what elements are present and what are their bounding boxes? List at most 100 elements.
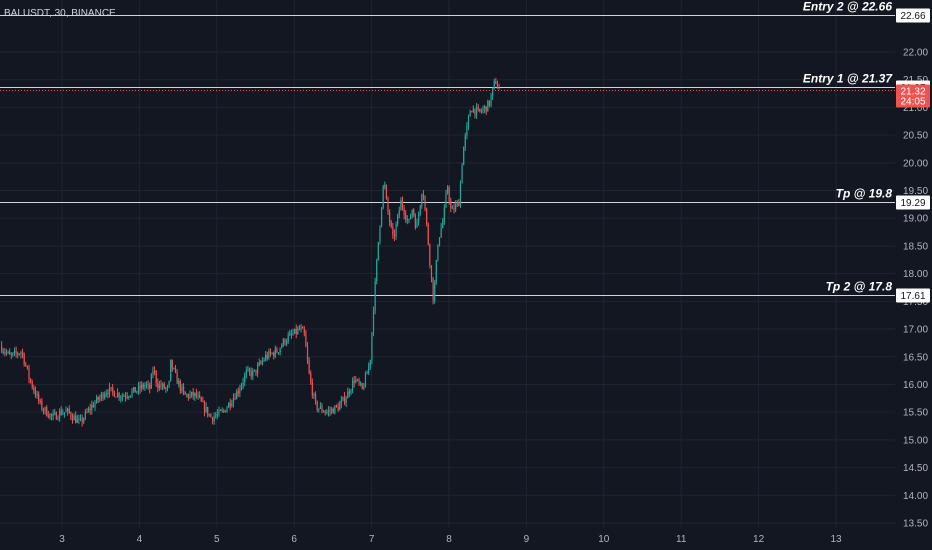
level-price-tag-text: 22.66: [900, 11, 925, 22]
candle-body: [182, 386, 185, 392]
candle-body: [281, 345, 283, 348]
time-tick-label: 13: [830, 534, 842, 545]
candle-body: [343, 397, 346, 403]
candle-body: [91, 404, 93, 410]
time-tick-label: 12: [753, 534, 765, 545]
candle-body: [440, 227, 442, 238]
candle-body: [73, 415, 75, 421]
candle-body: [112, 387, 114, 392]
candle-body: [372, 310, 375, 333]
candle-body: [107, 392, 109, 395]
candle-body: [498, 88, 500, 90]
candle-body: [58, 410, 61, 419]
candle-body: [488, 100, 491, 106]
candle-body: [464, 135, 466, 147]
candle-body: [68, 408, 70, 413]
candle-body: [28, 367, 30, 379]
candle-body: [450, 200, 452, 209]
candle-body: [324, 411, 326, 413]
candle-body: [62, 413, 64, 415]
candle-body: [134, 387, 136, 393]
candle-body: [139, 385, 141, 389]
candle-body: [181, 386, 183, 391]
candle-body: [244, 374, 246, 383]
candle-body: [7, 351, 9, 353]
candle-body: [438, 237, 441, 246]
candle-body: [479, 108, 481, 111]
candle-body: [186, 394, 188, 396]
candle-body: [190, 391, 193, 395]
time-tick-label: 3: [59, 534, 65, 545]
candle-body: [298, 328, 301, 330]
candle-body: [224, 410, 227, 412]
candle-body: [168, 381, 170, 387]
candle-body: [240, 384, 243, 390]
candle-body: [351, 380, 354, 391]
candle-body: [445, 193, 447, 208]
candle-body: [211, 417, 214, 422]
candle-body: [424, 196, 426, 210]
candle-body: [432, 277, 434, 301]
candle-body: [408, 219, 410, 221]
candle-body: [273, 352, 275, 357]
candle-body: [461, 165, 463, 183]
candle-body: [387, 198, 389, 213]
candle-body: [480, 110, 482, 112]
candle-body: [258, 362, 260, 366]
candle-body: [319, 406, 321, 409]
candle-body: [203, 401, 206, 412]
candle-body: [356, 379, 359, 381]
candle-body: [70, 412, 72, 418]
candle-body: [54, 412, 56, 414]
candle-body: [105, 392, 107, 395]
candle-body: [158, 384, 161, 389]
candle-body: [323, 411, 325, 413]
candle-body: [405, 214, 407, 220]
candle-body: [20, 352, 22, 354]
candle-body: [268, 351, 270, 359]
candle-body: [327, 410, 330, 412]
candle-body: [429, 244, 431, 266]
candle-body: [178, 380, 180, 384]
candle-body: [187, 394, 189, 398]
candle-body: [128, 396, 130, 398]
candle-body: [247, 369, 249, 371]
candle-body: [160, 384, 162, 387]
candle-body: [332, 408, 334, 414]
candle-body: [316, 401, 318, 410]
candle-body: [435, 260, 437, 284]
candle-body: [184, 391, 186, 395]
candle-body: [487, 100, 489, 112]
candle-body: [300, 327, 302, 330]
candle-body: [456, 201, 458, 205]
candle-body: [350, 390, 352, 394]
level-label: Tp @ 19.8: [836, 187, 893, 201]
candle-body: [150, 374, 152, 389]
candle-body: [215, 415, 217, 417]
candle-body: [482, 108, 484, 112]
candle-body: [274, 348, 276, 357]
candle-body: [129, 395, 132, 397]
candle-body: [255, 369, 257, 374]
candle-body: [192, 391, 194, 397]
candle-body: [360, 383, 362, 385]
candle-body: [100, 393, 103, 398]
candle-body: [285, 341, 288, 344]
time-tick-label: 8: [446, 534, 452, 545]
candle-body: [459, 182, 462, 207]
candle-body: [42, 409, 45, 411]
candle-body: [92, 404, 94, 408]
candle-body: [55, 412, 57, 420]
candle-body: [379, 225, 381, 242]
time-axis[interactable]: [0, 528, 932, 550]
candle-body: [467, 116, 470, 126]
candle-body: [232, 397, 235, 404]
candle-body: [18, 353, 20, 355]
candle-body: [176, 372, 178, 384]
candle-body: [382, 186, 384, 209]
candle-body: [155, 371, 157, 383]
price-tick-label: 16.50: [903, 352, 928, 363]
candle-body: [400, 200, 402, 211]
candle-body: [463, 146, 465, 166]
